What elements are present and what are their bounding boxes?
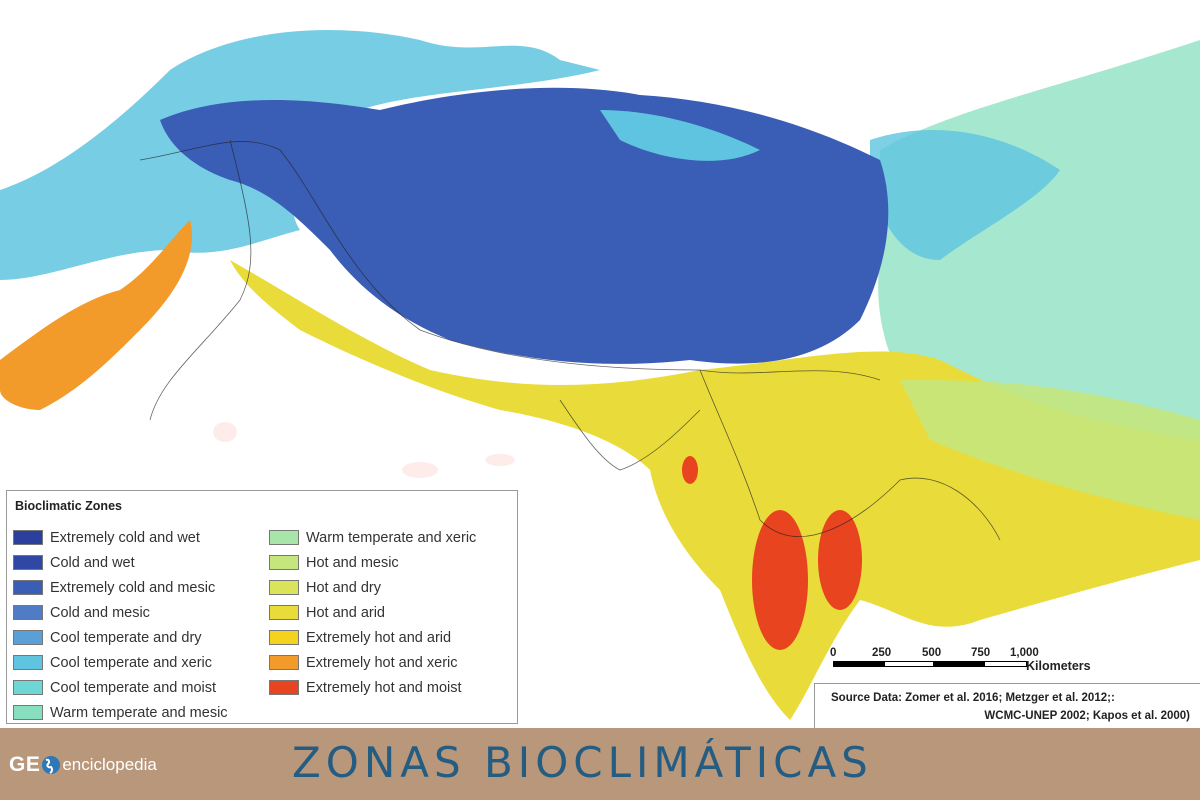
scale-tick: 250 <box>872 647 892 659</box>
legend-label: Cold and mesic <box>50 604 150 621</box>
source-box: Source Data: Zomer et al. 2016; Metzger … <box>814 683 1200 728</box>
source-line-2: WCMC-UNEP 2002; Kapos et al. 2000) <box>984 710 1190 722</box>
scale-tick: 0 <box>830 647 837 659</box>
country-borders <box>139 139 1001 541</box>
scale-tick: 500 <box>922 647 942 659</box>
legend-label: Extremely cold and wet <box>50 529 200 546</box>
legend-swatch <box>269 530 299 545</box>
legend-item: Hot and dry <box>269 575 476 600</box>
globe-icon <box>42 756 61 774</box>
legend-item: Cool temperate and dry <box>13 625 228 650</box>
legend-label: Hot and dry <box>306 579 381 596</box>
legend-item: Hot and mesic <box>269 550 476 575</box>
legend-item: Cold and wet <box>13 550 228 575</box>
legend-item: Extremely cold and wet <box>13 525 228 550</box>
scale-segment <box>933 661 985 667</box>
legend-swatch <box>13 680 43 695</box>
legend-swatch <box>269 555 299 570</box>
map-region-east-cyan <box>870 130 1060 260</box>
legend-label: Hot and arid <box>306 604 385 621</box>
legend-label: Warm temperate and xeric <box>306 529 477 546</box>
legend-swatch <box>13 605 43 620</box>
legend-item: Cool temperate and moist <box>13 675 228 700</box>
legend-swatch <box>269 630 299 645</box>
logo-bold-text: GE <box>9 753 41 776</box>
legend-title: Bioclimatic Zones <box>15 499 122 513</box>
legend-label: Warm temperate and mesic <box>50 704 228 721</box>
legend-swatch <box>269 580 299 595</box>
legend-item: Extremely hot and moist <box>269 675 476 700</box>
legend-swatch <box>13 555 43 570</box>
legend-swatch <box>13 630 43 645</box>
legend-label: Cool temperate and xeric <box>50 654 212 671</box>
legend-item: Warm temperate and xeric <box>269 525 476 550</box>
geoenciclopedia-logo[interactable]: GE enciclopedia <box>9 753 157 777</box>
scale-unit: Kilometers <box>1026 659 1091 673</box>
scale-bar: 0 250 500 750 1,000 Kilometers <box>830 647 1130 675</box>
legend-swatch <box>13 705 43 720</box>
scale-segment <box>884 661 934 667</box>
scale-tick: 1,000 <box>1010 647 1039 659</box>
scale-tick: 750 <box>971 647 991 659</box>
page-title: ZONAS BIOCLIMÁTICAS <box>292 738 873 787</box>
legend-item: Cold and mesic <box>13 600 228 625</box>
legend-item: Warm temperate and mesic <box>13 700 228 725</box>
legend-item: Extremely hot and arid <box>269 625 476 650</box>
legend-label: Hot and mesic <box>306 554 399 571</box>
legend-swatch <box>269 605 299 620</box>
legend-item: Cool temperate and xeric <box>13 650 228 675</box>
legend-label: Cool temperate and moist <box>50 679 217 696</box>
legend-item: Hot and arid <box>269 600 476 625</box>
map-region-south-yellow <box>230 260 1200 720</box>
legend-item: Extremely cold and mesic <box>13 575 228 600</box>
footer-banner: GE enciclopedia ZONAS BIOCLIMÁTICAS <box>0 728 1200 800</box>
legend-label: Extremely hot and arid <box>306 629 452 646</box>
legend-column-1: Extremely cold and wet Cold and wet Extrem… <box>13 525 228 725</box>
map-region-west-orange <box>0 220 192 410</box>
legend-swatch <box>269 680 299 695</box>
legend-label: Cold and wet <box>50 554 135 571</box>
legend-label: Extremely hot and xeric <box>306 654 458 671</box>
scale-segment <box>984 661 1027 667</box>
source-line-1: Source Data: Zomer et al. 2016; Metzger … <box>831 692 1115 704</box>
logo-text: enciclopedia <box>62 755 157 774</box>
map-region-plateau-north-cyan <box>600 110 760 161</box>
legend-label: Cool temperate and dry <box>50 629 202 646</box>
legend-swatch <box>269 655 299 670</box>
scale-segment <box>833 661 885 667</box>
map-legend: Bioclimatic Zones Extremely cold and wet… <box>6 490 518 724</box>
legend-swatch <box>13 580 43 595</box>
legend-swatch <box>13 655 43 670</box>
legend-swatch <box>13 530 43 545</box>
legend-label: Extremely hot and moist <box>306 679 462 696</box>
legend-label: Extremely cold and mesic <box>50 579 216 596</box>
legend-item: Extremely hot and xeric <box>269 650 476 675</box>
legend-column-2: Warm temperate and xeric Hot and mesic Hot… <box>269 525 476 700</box>
map-region-southeast-lightgreen <box>900 380 1200 520</box>
